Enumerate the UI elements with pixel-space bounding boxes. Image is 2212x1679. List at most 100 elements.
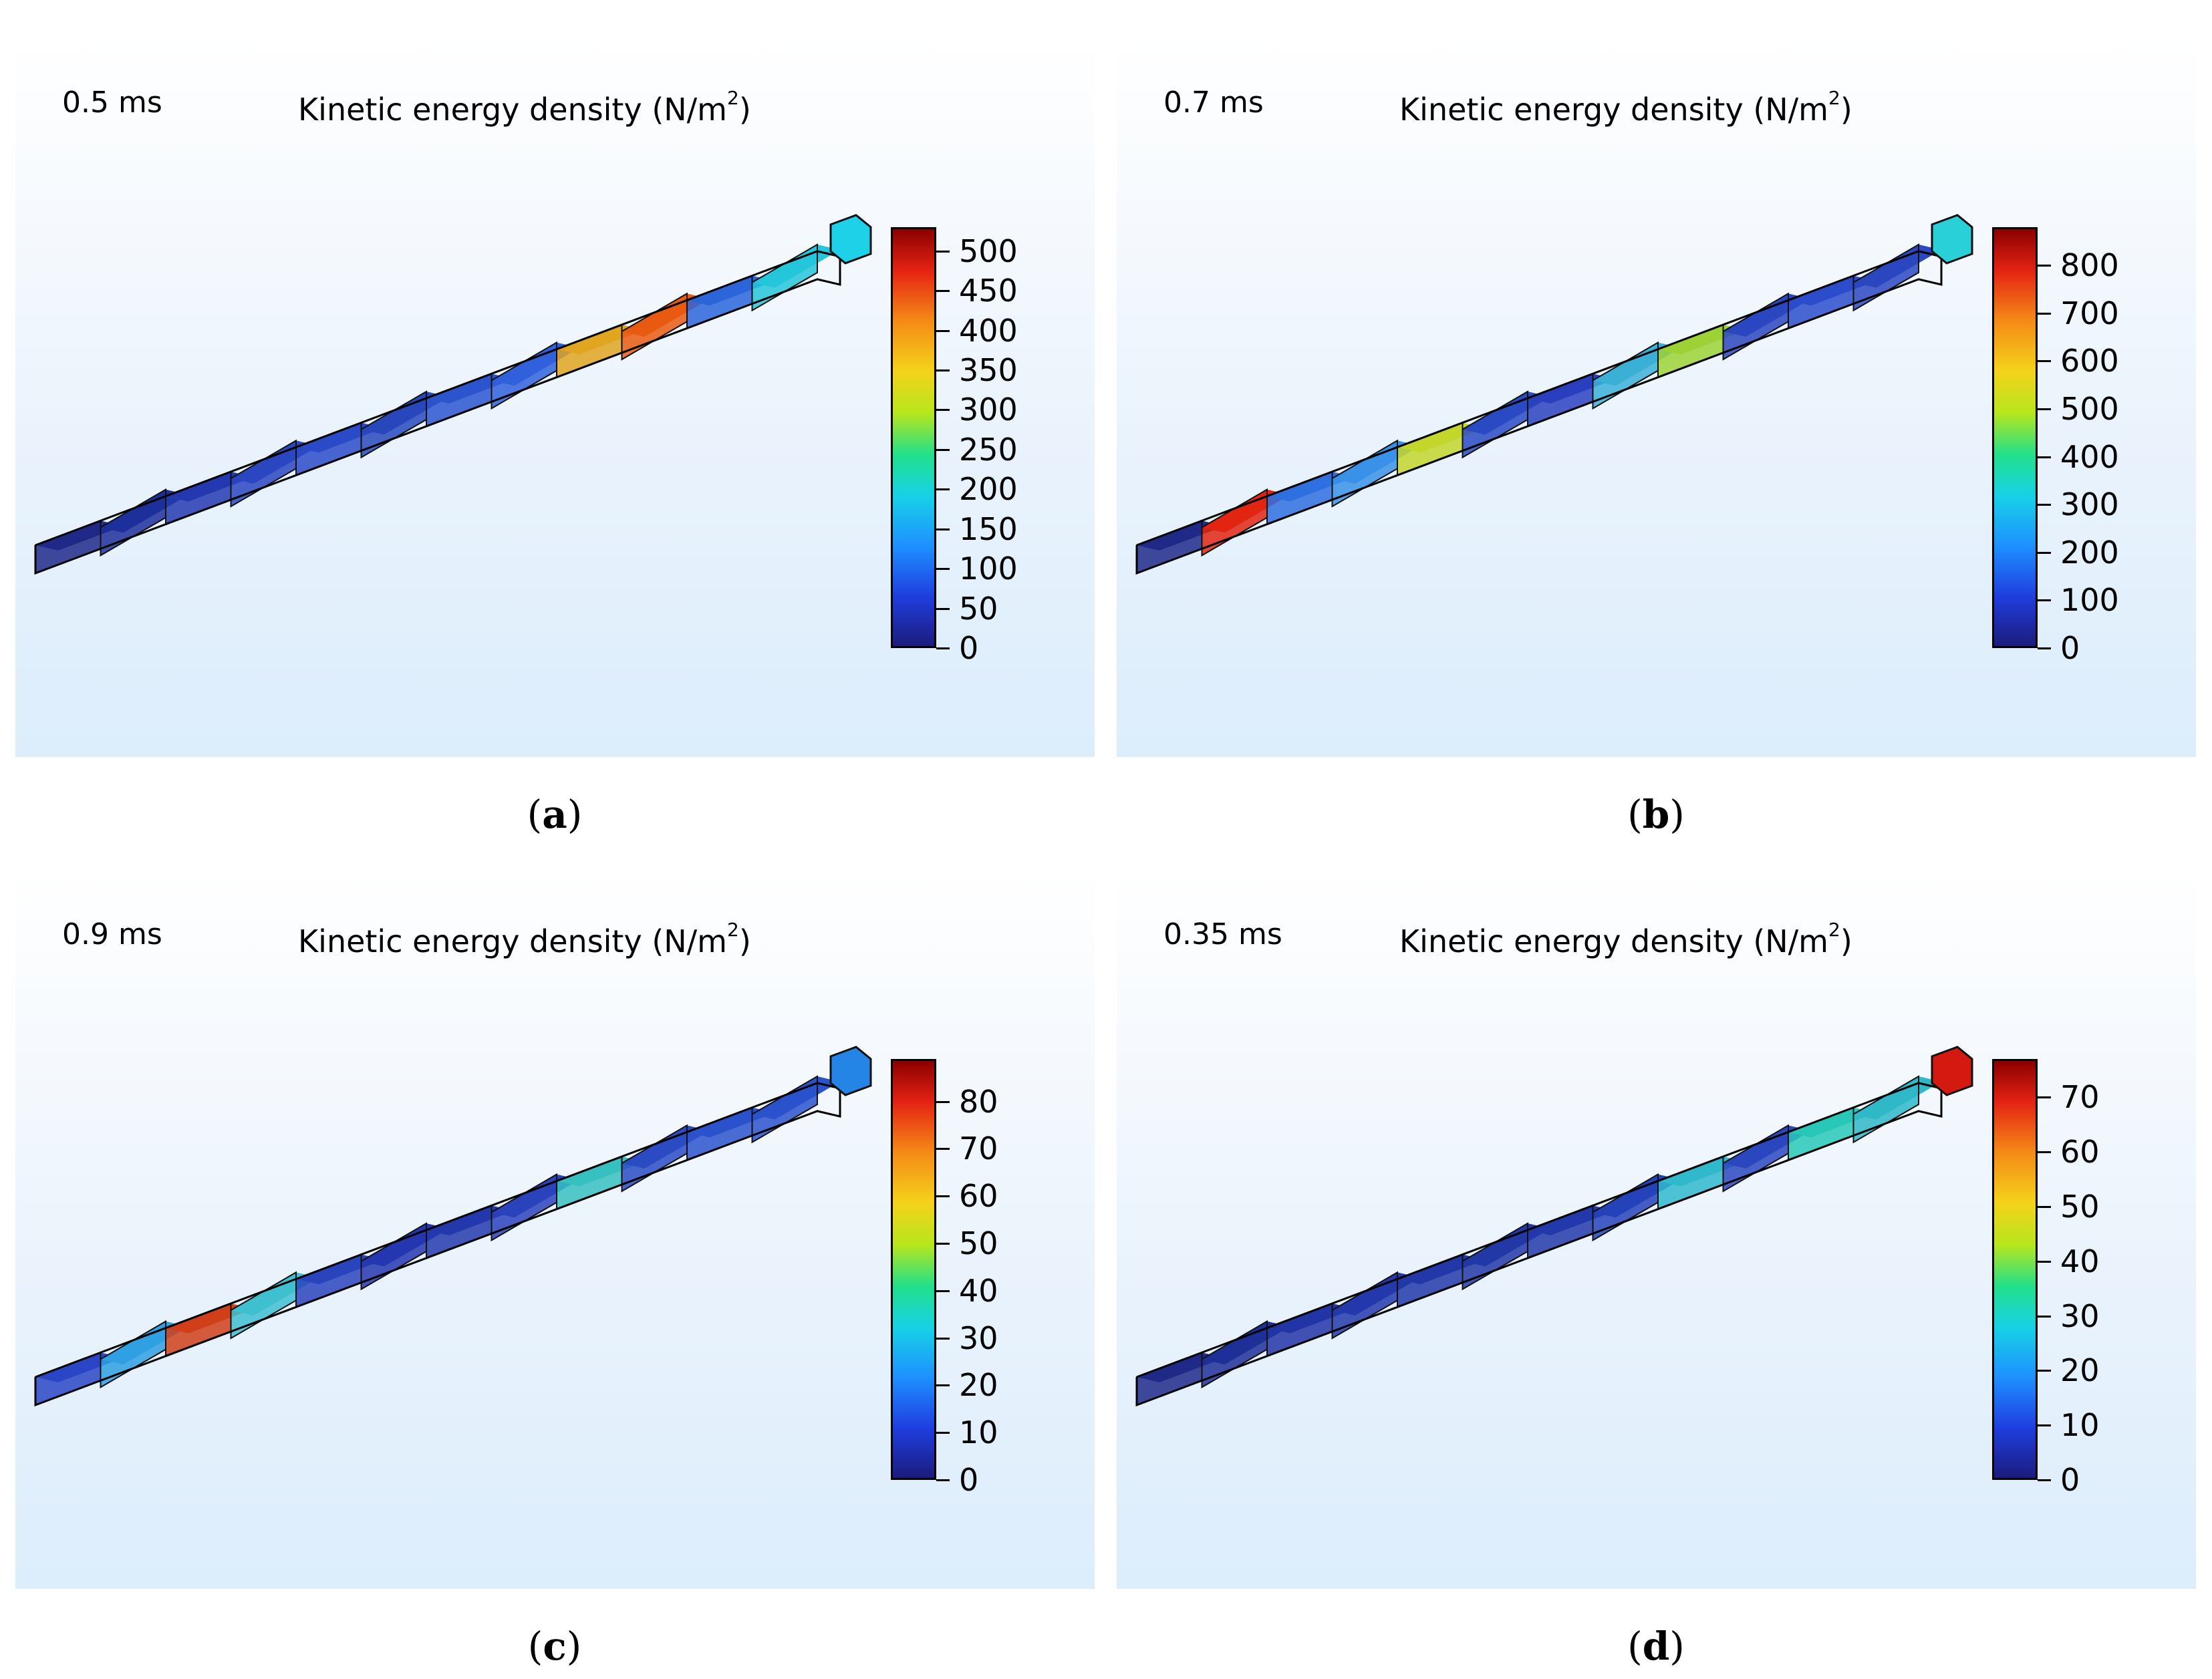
colorbar-tick: [936, 607, 950, 610]
colorbar-tick-label: 150: [959, 510, 1018, 547]
tip-mass-cube: [1931, 214, 1973, 265]
colorbar-tick-label: 60: [959, 1178, 998, 1215]
colorbar-tick: [936, 1100, 950, 1103]
colorbar-tick-label: 100: [959, 551, 1018, 587]
caption-b: (b): [1627, 792, 1685, 837]
colorbar-tick: [936, 448, 950, 451]
colorbar-tick: [936, 1243, 950, 1245]
beam-segment-side: [1397, 422, 1464, 476]
colorbar-tick: [936, 290, 950, 293]
colorbar-tick: [2038, 599, 2051, 602]
beam-segment-side: [1852, 1075, 1919, 1144]
colorbar-tick: [936, 1195, 950, 1198]
time-label: 0.5 ms: [62, 86, 162, 120]
colorbar-tick-label: 450: [959, 273, 1018, 309]
colorbar-tick-label: 30: [959, 1320, 998, 1356]
colorbar-tick: [936, 1148, 950, 1151]
colorbar-tick: [936, 1479, 950, 1481]
colorbar-tick: [2038, 1151, 2051, 1154]
colorbar-tick-label: 200: [2060, 534, 2119, 571]
colorbar-tick: [936, 528, 950, 530]
colorbar-tick-label: 400: [959, 312, 1018, 349]
beam-segment-side: [1266, 470, 1333, 526]
colorbar-tick-label: 700: [2060, 295, 2119, 331]
beam-segment-side: [1852, 243, 1919, 312]
plot-title: Kinetic energy density (N/m2): [298, 919, 751, 959]
colorbar-tick-label: 40: [959, 1272, 998, 1309]
beam-render: [34, 214, 872, 575]
time-label: 0.35 ms: [1163, 917, 1282, 951]
beam-segment-side: [1397, 1253, 1464, 1308]
colorbar-tick-label: 40: [2060, 1243, 2100, 1279]
colorbar: [891, 1059, 936, 1480]
colorbar-tick-label: 300: [959, 392, 1018, 428]
colorbar: [1992, 1059, 2038, 1480]
beam-segment-side: [426, 1204, 493, 1259]
beam-segment-side: [1136, 519, 1203, 575]
colorbar-tick: [2038, 456, 2051, 458]
wireframe-outline: [34, 250, 841, 575]
beam-render: [34, 1046, 872, 1407]
wireframe-outline: [1135, 250, 1943, 575]
colorbar: [891, 227, 936, 648]
colorbar-tick: [2038, 1424, 2051, 1427]
time-label: 0.7 ms: [1163, 86, 1264, 120]
colorbar-tick: [936, 488, 950, 491]
beam-segment-side: [295, 1253, 362, 1308]
colorbar-tick-label: 300: [2060, 486, 2119, 523]
colorbar-tick-label: 10: [2060, 1407, 2100, 1444]
colorbar-tick: [936, 369, 950, 371]
colorbar-tick-label: 250: [959, 431, 1018, 468]
colorbar-tick: [2038, 1479, 2051, 1481]
caption-d: (d): [1627, 1624, 1685, 1669]
tip-mass-cube: [1931, 1046, 1973, 1096]
beam-segment-side: [751, 243, 818, 312]
time-label: 0.9 ms: [62, 917, 162, 951]
colorbar-tick-label: 0: [2060, 630, 2080, 666]
tip-mass-cube: [829, 214, 872, 265]
colorbar-tick: [2038, 408, 2051, 411]
colorbar-tick: [936, 1337, 950, 1340]
colorbar-tick-label: 0: [959, 630, 979, 666]
beam-segment-side: [1527, 372, 1594, 428]
caption-a: (a): [527, 792, 583, 837]
beam-segment-side: [556, 323, 623, 379]
colorbar-tick-label: 20: [959, 1367, 998, 1404]
colorbar-tick: [2038, 1315, 2051, 1318]
beam-segment-side: [1266, 1302, 1333, 1358]
plot-title: Kinetic energy density (N/m2): [1399, 919, 1852, 959]
colorbar: [1992, 227, 2038, 648]
colorbar-tick: [936, 409, 950, 412]
beam-segment-side: [1788, 1106, 1854, 1161]
colorbar-tick: [2038, 504, 2051, 506]
colorbar-tick-label: 60: [2060, 1134, 2100, 1171]
panel-c: 0.9 ms Kinetic energy density (N/m2) 0 10…: [15, 871, 1095, 1589]
beam-segment-side: [165, 470, 232, 526]
colorbar-tick: [936, 1432, 950, 1434]
beam-segment-side: [751, 1075, 818, 1144]
colorbar-tick: [2038, 360, 2051, 363]
beam-segment-side: [556, 1155, 623, 1211]
colorbar-tick: [2038, 1370, 2051, 1372]
colorbar-tick-label: 20: [2060, 1352, 2100, 1389]
colorbar-tick-label: 10: [959, 1414, 998, 1451]
beam-segment-side: [426, 372, 493, 428]
colorbar-tick: [2038, 312, 2051, 315]
colorbar-tick: [2038, 265, 2051, 267]
colorbar-tick: [936, 250, 950, 253]
beam-segment-side: [1136, 1351, 1203, 1406]
colorbar-tick-label: 500: [2060, 391, 2119, 428]
colorbar-tick: [2038, 551, 2051, 554]
colorbar-tick: [936, 647, 950, 649]
panel-b: 0.7 ms Kinetic energy density (N/m2) 0 10…: [1117, 39, 2196, 757]
colorbar-tick: [2038, 1205, 2051, 1208]
colorbar-tick-label: 50: [959, 1225, 998, 1262]
wireframe-outline: [34, 1082, 841, 1407]
colorbar-tick: [936, 1384, 950, 1387]
plot-title: Kinetic energy density (N/m2): [298, 87, 751, 128]
plot-title: Kinetic energy density (N/m2): [1399, 87, 1852, 128]
colorbar-tick-label: 0: [959, 1462, 979, 1498]
beam-render: [1135, 1046, 1973, 1407]
colorbar-tick-label: 80: [959, 1083, 998, 1120]
colorbar-tick-label: 500: [959, 233, 1018, 269]
